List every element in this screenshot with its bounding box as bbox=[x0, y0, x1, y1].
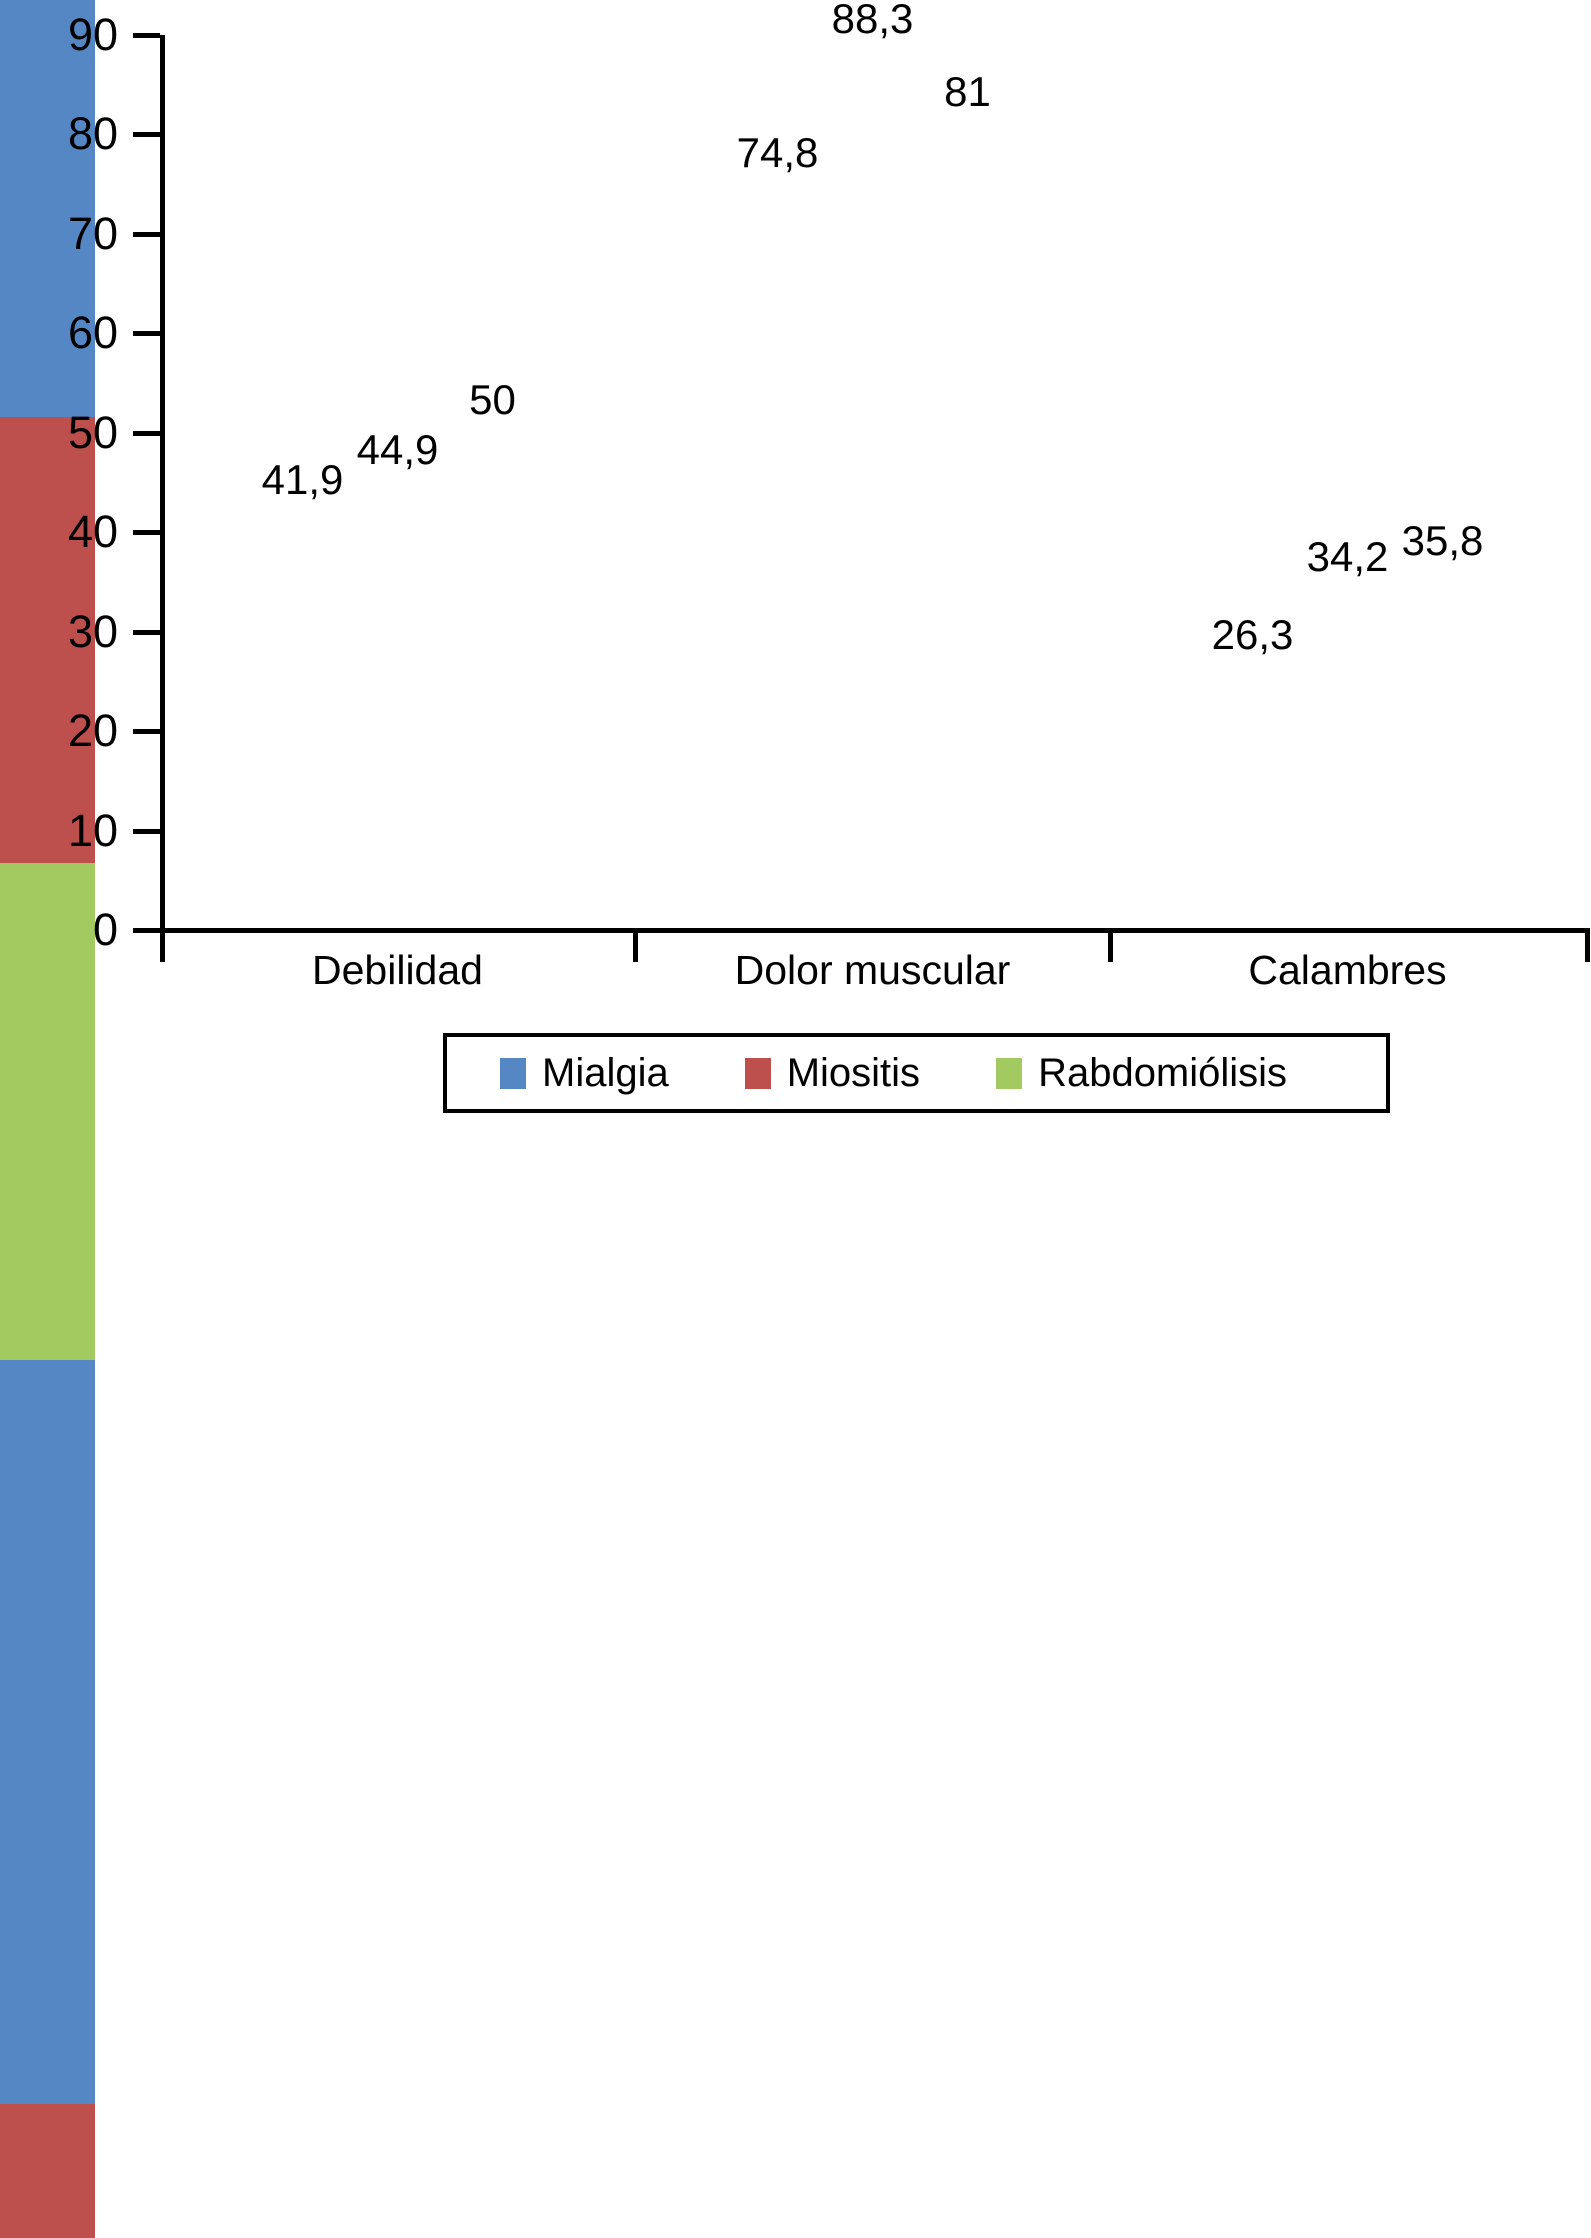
legend-item-rabdomiolisis: Rabdomiólisis bbox=[996, 1051, 1287, 1095]
legend-item-miositis: Miositis bbox=[744, 1051, 921, 1095]
y-tick-label: 70 bbox=[67, 207, 118, 259]
bar-value-label: 34,2 bbox=[1306, 532, 1389, 580]
bar-value-label: 41,9 bbox=[261, 456, 344, 504]
bar-value-label: 74,8 bbox=[736, 129, 819, 177]
y-tick-label: 40 bbox=[67, 506, 118, 558]
y-tick bbox=[133, 629, 160, 635]
legend-swatch-icon bbox=[744, 1057, 771, 1089]
bar-mialgia-debilidad bbox=[0, 0, 95, 417]
category-label-dolor-muscular: Dolor muscular bbox=[734, 947, 1011, 993]
y-tick bbox=[133, 928, 160, 933]
category-tick bbox=[1108, 928, 1113, 962]
category-label-debilidad: Debilidad bbox=[312, 947, 483, 993]
bar-value-label: 26,3 bbox=[1211, 611, 1294, 659]
y-tick bbox=[133, 430, 160, 436]
bar-value-label: 44,9 bbox=[356, 426, 439, 474]
y-tick-label: 0 bbox=[92, 904, 118, 955]
y-tick-label: 20 bbox=[67, 705, 118, 757]
bar-value-label: 88,3 bbox=[831, 0, 914, 42]
legend-item-label: Rabdomiólisis bbox=[1038, 1051, 1288, 1095]
y-tick-label: 80 bbox=[67, 108, 118, 160]
legend-item-label: Miositis bbox=[786, 1051, 921, 1095]
y-tick bbox=[133, 828, 160, 834]
category-label-calambres: Calambres bbox=[1248, 947, 1447, 993]
bar-value-label: 50 bbox=[469, 375, 516, 423]
y-tick bbox=[133, 331, 160, 337]
legend: Mialgia Miositis Rabdomiólisis bbox=[443, 1033, 1390, 1113]
legend-item-mialgia: Mialgia bbox=[500, 1051, 669, 1095]
category-tick bbox=[633, 928, 638, 962]
bar-value-label: 81 bbox=[944, 67, 991, 115]
y-tick-label: 30 bbox=[67, 605, 118, 657]
x-axis-line bbox=[160, 928, 1590, 933]
bar-mialgia-dolor-muscular bbox=[0, 1360, 95, 2105]
y-axis-line bbox=[160, 35, 165, 962]
y-tick bbox=[133, 530, 160, 536]
bar-miositis-debilidad bbox=[0, 416, 95, 864]
y-tick-label: 10 bbox=[67, 804, 118, 856]
y-tick-label: 90 bbox=[67, 9, 118, 60]
bar-value-label: 35,8 bbox=[1401, 516, 1484, 564]
y-tick bbox=[133, 231, 160, 237]
legend-item-label: Mialgia bbox=[542, 1051, 669, 1095]
y-tick bbox=[133, 729, 160, 735]
legend-swatch-icon bbox=[500, 1057, 526, 1089]
legend-swatch-icon bbox=[996, 1057, 1023, 1089]
y-tick bbox=[133, 132, 160, 138]
y-tick-label: 60 bbox=[67, 307, 118, 359]
category-tick bbox=[1585, 928, 1590, 962]
bar-miositis-dolor-muscular bbox=[0, 2104, 95, 2238]
y-tick bbox=[133, 33, 160, 38]
y-tick-label: 50 bbox=[67, 406, 118, 458]
